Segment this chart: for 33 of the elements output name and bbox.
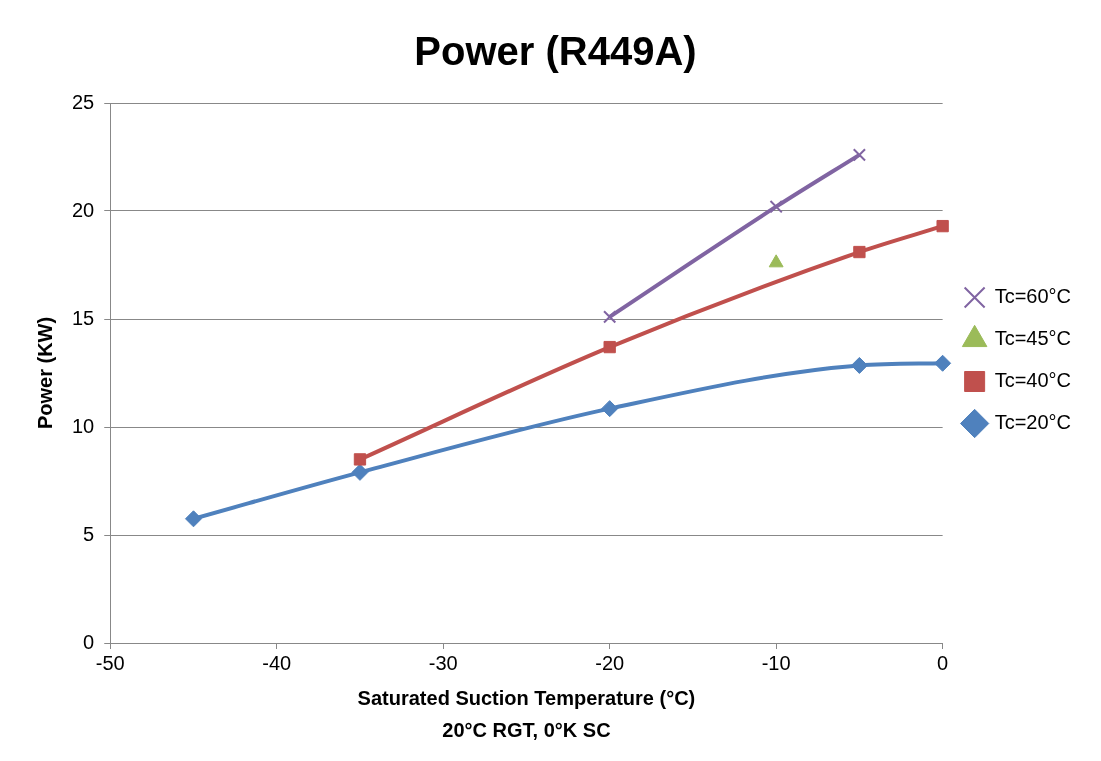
y-tick-label: 25 — [72, 90, 95, 113]
legend-label: Tc=60°C — [994, 285, 1072, 308]
y-tick-label: 20 — [72, 198, 95, 221]
legend-label: Tc=45°C — [994, 327, 1072, 350]
point — [852, 148, 867, 162]
x-tick-label: 0 — [937, 651, 949, 674]
text: 20°C RGT, 0°K SC — [442, 718, 611, 741]
x-tick-label: -30 — [428, 651, 458, 674]
point — [353, 453, 367, 466]
legend-label: Tc=40°C — [994, 369, 1072, 392]
point — [769, 200, 783, 214]
x-tick-label: -40 — [262, 651, 292, 674]
x-axis-title: Saturated Suction Temperature (°C) — [357, 686, 696, 709]
point — [601, 400, 619, 418]
point — [850, 356, 868, 374]
point — [853, 245, 866, 259]
y-tick-label: 15 — [72, 306, 95, 329]
legend-label: Tc=20°C — [994, 411, 1072, 434]
x-tick-label: -10 — [761, 651, 791, 674]
point — [934, 354, 952, 372]
point — [184, 510, 202, 528]
y-tick-label: 10 — [72, 414, 95, 437]
point — [603, 310, 617, 324]
point — [936, 219, 949, 233]
y-tick-label: 5 — [83, 522, 95, 545]
chart-title: Power (R449A) — [414, 29, 697, 74]
x-tick-label: -20 — [595, 651, 625, 674]
x-tick-label: -50 — [95, 651, 125, 674]
point — [603, 340, 616, 354]
y-tick-label: 0 — [83, 630, 95, 653]
y-axis-title: Power (KW) — [33, 316, 56, 430]
point — [351, 463, 369, 481]
point — [768, 254, 784, 268]
